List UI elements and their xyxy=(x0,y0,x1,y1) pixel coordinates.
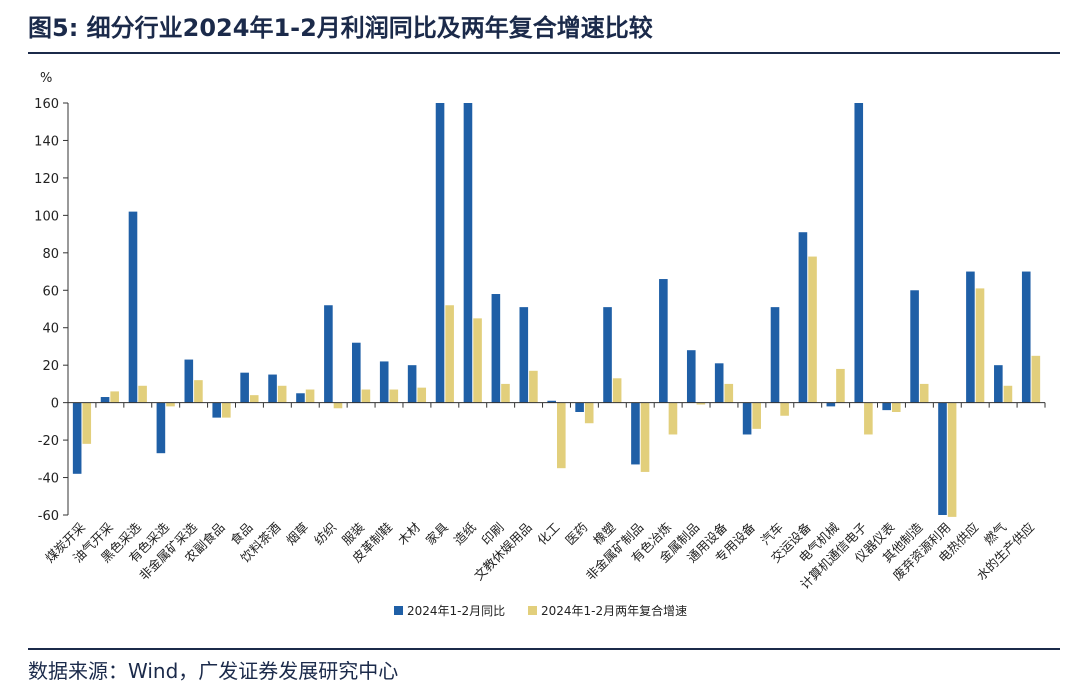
bar-cagr-27 xyxy=(808,256,817,403)
source-divider xyxy=(28,648,1060,650)
bar-cagr-5 xyxy=(194,380,203,403)
bar-cagr-35 xyxy=(1031,355,1041,403)
bar-cagr-28 xyxy=(836,368,845,403)
bar-cagr-29 xyxy=(864,402,873,435)
bar-cagr-13 xyxy=(417,387,427,403)
bar-yoy-13 xyxy=(407,365,417,403)
bar-cagr-24 xyxy=(724,383,734,403)
title-divider xyxy=(28,52,1060,54)
y-axis-unit-label: % xyxy=(40,71,52,86)
bar-cagr-25 xyxy=(752,402,761,429)
bar-yoy-33 xyxy=(966,271,975,403)
bar-cagr-31 xyxy=(919,383,929,403)
category-label: 家具 xyxy=(423,519,452,548)
bar-yoy-5 xyxy=(184,359,194,403)
bar-yoy-17 xyxy=(519,307,529,403)
category-label: 医药 xyxy=(562,520,590,548)
bar-cagr-33 xyxy=(975,288,985,403)
source-note: 数据来源：Wind，广发证券发展研究中心 xyxy=(28,659,399,683)
bar-yoy-10 xyxy=(324,305,333,403)
bar-yoy-30 xyxy=(882,402,891,411)
bar-yoy-19 xyxy=(575,402,584,412)
y-tick-label: 80 xyxy=(42,247,59,262)
bar-cagr-10 xyxy=(333,402,343,409)
y-tick-label: 20 xyxy=(42,359,59,374)
bar-yoy-25 xyxy=(742,402,752,435)
bar-yoy-22 xyxy=(659,279,668,403)
y-tick-label: 160 xyxy=(34,97,59,112)
y-tick-label: -40 xyxy=(38,472,59,487)
y-tick-label: 40 xyxy=(42,322,59,337)
legend-label-yoy: 2024年1-2月同比 xyxy=(407,604,505,618)
bar-yoy-9 xyxy=(296,393,305,403)
bar-yoy-32 xyxy=(938,402,947,515)
bar-yoy-4 xyxy=(156,402,166,454)
bar-cagr-14 xyxy=(445,305,454,403)
bar-cagr-11 xyxy=(361,389,371,403)
bar-yoy-21 xyxy=(631,402,640,465)
bar-cagr-2 xyxy=(110,391,119,403)
bar-cagr-17 xyxy=(529,370,538,403)
bar-yoy-35 xyxy=(1021,271,1031,403)
bar-cagr-30 xyxy=(891,402,901,412)
category-label: 化工 xyxy=(534,520,562,548)
bar-yoy-6 xyxy=(212,402,222,418)
category-label: 纺织 xyxy=(311,520,339,548)
bar-yoy-18 xyxy=(547,400,556,403)
bar-cagr-20 xyxy=(612,378,622,403)
bar-chart: -60-40-20020406080100120140160%煤炭开采油气开采黑… xyxy=(34,71,1046,618)
y-tick-label: -20 xyxy=(38,434,59,449)
bar-yoy-16 xyxy=(491,294,501,403)
bar-cagr-1 xyxy=(82,402,92,444)
bar-yoy-14 xyxy=(435,103,445,403)
bar-yoy-27 xyxy=(798,232,808,403)
bar-yoy-34 xyxy=(994,365,1003,403)
bar-cagr-34 xyxy=(1003,385,1013,403)
y-tick-label: 100 xyxy=(34,209,59,224)
bar-cagr-32 xyxy=(947,402,957,517)
bar-yoy-24 xyxy=(714,363,724,403)
bar-yoy-3 xyxy=(128,211,138,403)
bar-cagr-8 xyxy=(277,385,287,403)
bar-yoy-8 xyxy=(268,374,277,403)
bar-cagr-22 xyxy=(668,402,678,435)
bar-cagr-19 xyxy=(584,402,594,424)
category-label: 造纸 xyxy=(451,519,480,548)
bar-cagr-23 xyxy=(696,402,706,405)
bar-yoy-23 xyxy=(686,350,696,403)
y-tick-label: 60 xyxy=(42,284,59,299)
bar-cagr-9 xyxy=(305,389,315,403)
bar-cagr-4 xyxy=(166,402,175,407)
legend-swatch-yoy xyxy=(394,606,403,615)
bar-cagr-6 xyxy=(222,402,231,418)
bar-yoy-20 xyxy=(603,307,612,403)
bar-yoy-1 xyxy=(72,402,82,474)
bar-yoy-26 xyxy=(770,307,780,403)
bar-cagr-12 xyxy=(389,389,399,403)
y-tick-label: 120 xyxy=(34,172,59,187)
chart-title: 图5: 细分行业2024年1-2月利润同比及两年复合增速比较 xyxy=(28,14,653,42)
bar-yoy-29 xyxy=(854,103,864,403)
bar-cagr-7 xyxy=(249,395,259,403)
bar-cagr-21 xyxy=(640,402,650,472)
category-label: 木材 xyxy=(395,520,423,548)
bar-yoy-12 xyxy=(379,361,389,403)
y-tick-label: 0 xyxy=(51,397,59,412)
bar-cagr-18 xyxy=(557,402,566,469)
bar-yoy-2 xyxy=(100,397,110,403)
y-tick-label: 140 xyxy=(34,134,59,149)
y-tick-label: -60 xyxy=(38,509,59,524)
bar-yoy-11 xyxy=(352,342,361,403)
bar-yoy-28 xyxy=(826,402,836,407)
bar-yoy-15 xyxy=(463,103,473,403)
legend-swatch-cagr xyxy=(528,606,537,615)
bar-cagr-3 xyxy=(138,385,147,403)
bar-cagr-15 xyxy=(473,318,482,403)
bar-yoy-31 xyxy=(910,290,919,403)
legend-label-cagr: 2024年1-2月两年复合增速 xyxy=(541,603,687,618)
bar-cagr-16 xyxy=(501,383,510,403)
bar-yoy-7 xyxy=(240,372,249,403)
category-label: 烟草 xyxy=(283,520,311,548)
bar-cagr-26 xyxy=(780,402,789,416)
